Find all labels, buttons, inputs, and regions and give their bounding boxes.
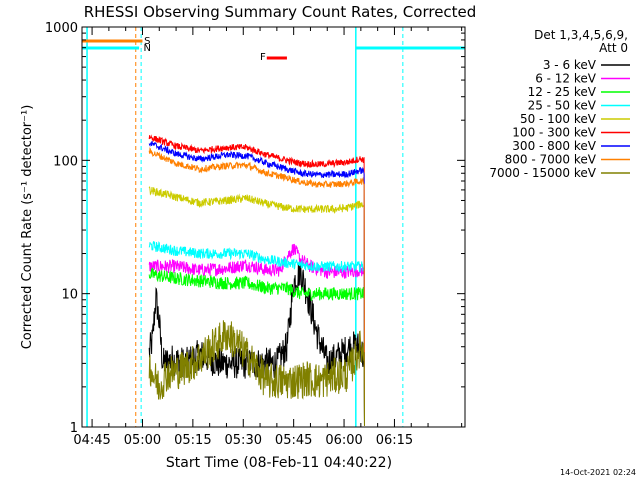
series-line-1 <box>148 243 365 426</box>
x-tick-label-2: 05:15 <box>174 433 211 448</box>
y-tick-label-1: 10 <box>61 288 78 303</box>
x-axis-label: Start Time (08-Feb-11 04:40:22) <box>166 455 392 471</box>
y-axis-label: Corrected Count Rate (s⁻¹ detector⁻¹) <box>20 105 35 350</box>
footer-date: 14-Oct-2021 02:24 <box>560 468 636 477</box>
series-line-2 <box>148 267 365 426</box>
series-line-4 <box>148 186 365 426</box>
chart-title: RHESSI Observing Summary Count Rates, Co… <box>84 3 477 21</box>
series-line-6 <box>148 140 365 426</box>
legend-label-7: 800 - 7000 keV <box>505 153 597 167</box>
x-tick-label-5: 06:00 <box>325 433 362 448</box>
legend-label-0: 3 - 6 keV <box>543 58 597 72</box>
legend-label-5: 100 - 300 keV <box>512 126 596 140</box>
flag-label-n: N <box>143 43 150 54</box>
plot-frame <box>81 26 466 428</box>
series-line-0 <box>148 258 365 426</box>
x-tick-label-1: 05:00 <box>124 433 161 448</box>
legend-label-4: 50 - 100 keV <box>520 112 597 126</box>
y-tick-label-2: 100 <box>53 154 78 169</box>
series-layer <box>148 134 365 426</box>
x-tick-label-6: 06:15 <box>376 433 413 448</box>
legend-label-2: 12 - 25 keV <box>528 85 597 99</box>
legend-label-1: 6 - 12 keV <box>535 72 597 86</box>
series-line-5 <box>148 134 365 426</box>
legend-header-line-1: Det 1,3,4,5,6,9, <box>534 28 628 42</box>
x-tick-label-3: 05:30 <box>225 433 262 448</box>
legend-label-6: 300 - 800 keV <box>512 139 596 153</box>
series-line-7 <box>148 147 365 426</box>
legend-label-3: 25 - 50 keV <box>528 99 597 113</box>
y-tick-label-0: 1 <box>70 421 78 436</box>
y-tick-label-3: 1000 <box>45 21 78 36</box>
axis-ticks: 04:45 05:00 05:15 05:30 05:45 06:00 06:15 1 10 10… <box>45 21 465 448</box>
series-line-3 <box>148 241 365 426</box>
legend-label-8: 7000 - 15000 keV <box>489 166 596 180</box>
flag-label-f: F <box>260 52 266 63</box>
legend-header-line-2: Att 0 <box>599 41 628 55</box>
flag-label-s: S <box>144 36 150 47</box>
x-tick-label-0: 04:45 <box>73 433 110 448</box>
x-tick-label-4: 05:45 <box>275 433 312 448</box>
series-line-8 <box>148 320 365 426</box>
